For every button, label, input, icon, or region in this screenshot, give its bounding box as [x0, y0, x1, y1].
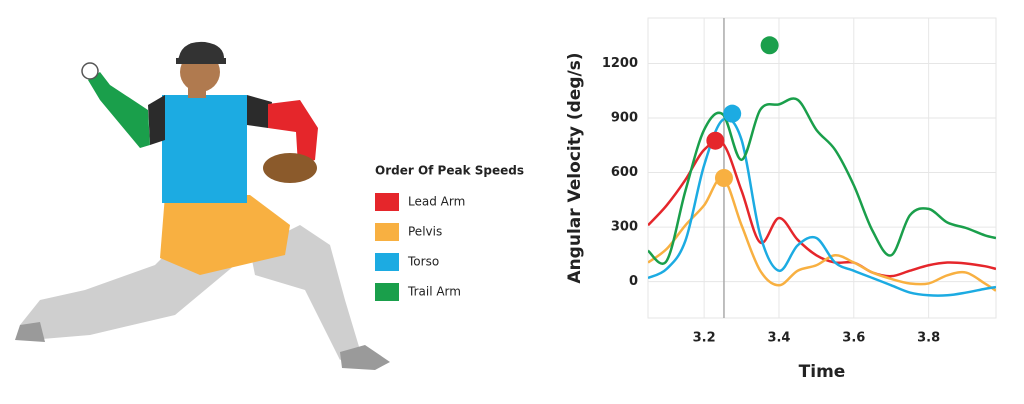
- y-axis-label: Angular Velocity (deg/s): [565, 52, 585, 283]
- x-tick-label: 3.2: [693, 331, 716, 346]
- peak-marker: [706, 131, 725, 150]
- y-tick-label: 1200: [602, 56, 638, 71]
- plot: 0 300 600 900 1200 3.2 3.4 3.6 3.8 Time Angular Ve…: [565, 17, 997, 382]
- x-tick-label: 3.4: [767, 331, 790, 346]
- legend: Lead Arm Pelvis Torso Trail Arm: [375, 193, 465, 301]
- line: [648, 97, 996, 265]
- x-axis-label: Time: [799, 362, 846, 382]
- legend-swatch: [375, 193, 399, 211]
- legend-swatch: [375, 253, 399, 271]
- plot-area: [647, 17, 997, 319]
- legend-label: Pelvis: [408, 225, 442, 239]
- legend-swatch: [375, 223, 399, 241]
- peak-marker: [714, 169, 733, 187]
- peak-marker: [760, 36, 779, 55]
- x-tick-label: 3.6: [842, 331, 865, 346]
- peak-marker: [723, 104, 742, 123]
- legend-label: Lead Arm: [408, 195, 465, 209]
- y-tick-label: 300: [611, 220, 638, 235]
- legend-title: Order Of Peak Speeds: [375, 164, 524, 178]
- y-tick-label: 900: [611, 111, 638, 126]
- line: [648, 117, 996, 297]
- pitcher-illustration: [15, 41, 390, 370]
- line: [648, 176, 996, 292]
- y-tick-label: 600: [611, 165, 638, 180]
- legend-label: Torso: [407, 255, 439, 269]
- x-tick-label: 3.8: [917, 331, 940, 346]
- y-tick-label: 0: [629, 274, 638, 289]
- legend-swatch: [375, 283, 399, 301]
- legend-label: Trail Arm: [407, 285, 461, 299]
